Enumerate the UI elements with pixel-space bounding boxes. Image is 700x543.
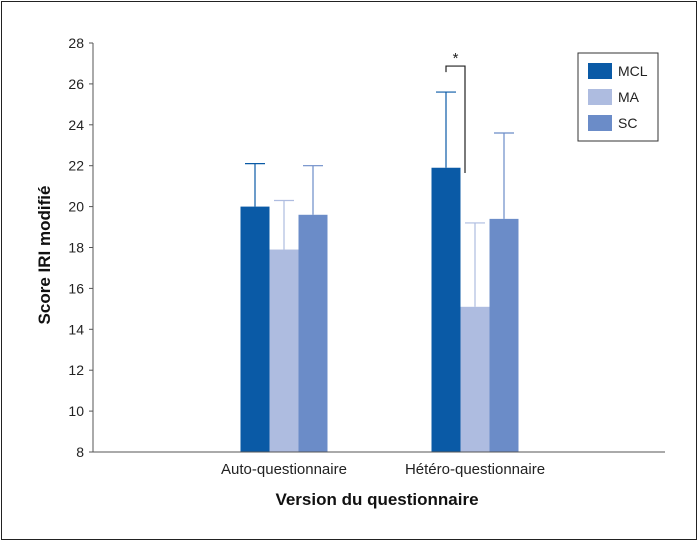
axes-layer: 8 10 12 14 16 18 20 22 24 26 28 Auto-questionnaire H…: [68, 35, 665, 478]
bar-mcl: [240, 206, 270, 452]
y-tick-label: 20: [68, 199, 84, 215]
error-bars-layer: [245, 91, 514, 307]
significance-star: *: [453, 50, 459, 67]
bar-sc: [489, 218, 519, 452]
x-axis-title: Version du questionnaire: [275, 490, 478, 509]
legend-label-mcl: MCL: [618, 63, 648, 79]
significance-bracket: [445, 65, 466, 173]
legend-label-sc: SC: [618, 115, 637, 131]
y-tick-label: 18: [68, 240, 84, 256]
annotations-layer: *: [445, 50, 466, 173]
y-tick-label: 28: [68, 35, 84, 51]
legend: MCL MA SC: [577, 52, 659, 142]
y-axis-title: Score IRI modifié: [35, 186, 54, 325]
y-tick-label: 16: [68, 280, 84, 296]
bars-layer: [240, 167, 519, 452]
y-tick-label: 8: [76, 444, 84, 460]
y-tick-label: 22: [68, 158, 84, 174]
bar-ma: [269, 249, 299, 452]
x-tick-label: Auto-questionnaire: [221, 461, 347, 478]
bar-ma: [460, 306, 490, 452]
y-tick-label: 12: [68, 362, 84, 378]
y-tick-label: 10: [68, 403, 84, 419]
bar-sc: [298, 214, 328, 452]
legend-swatch-sc: [588, 115, 612, 131]
bar-mcl: [431, 167, 461, 452]
y-tick-label: 26: [68, 76, 84, 92]
legend-swatch-mcl: [588, 63, 612, 79]
legend-swatch-ma: [588, 89, 612, 105]
x-tick-label: Hétéro-questionnaire: [405, 461, 545, 478]
legend-label-ma: MA: [618, 89, 640, 105]
y-tick-label: 24: [68, 117, 84, 133]
y-tick-label: 14: [68, 321, 84, 337]
